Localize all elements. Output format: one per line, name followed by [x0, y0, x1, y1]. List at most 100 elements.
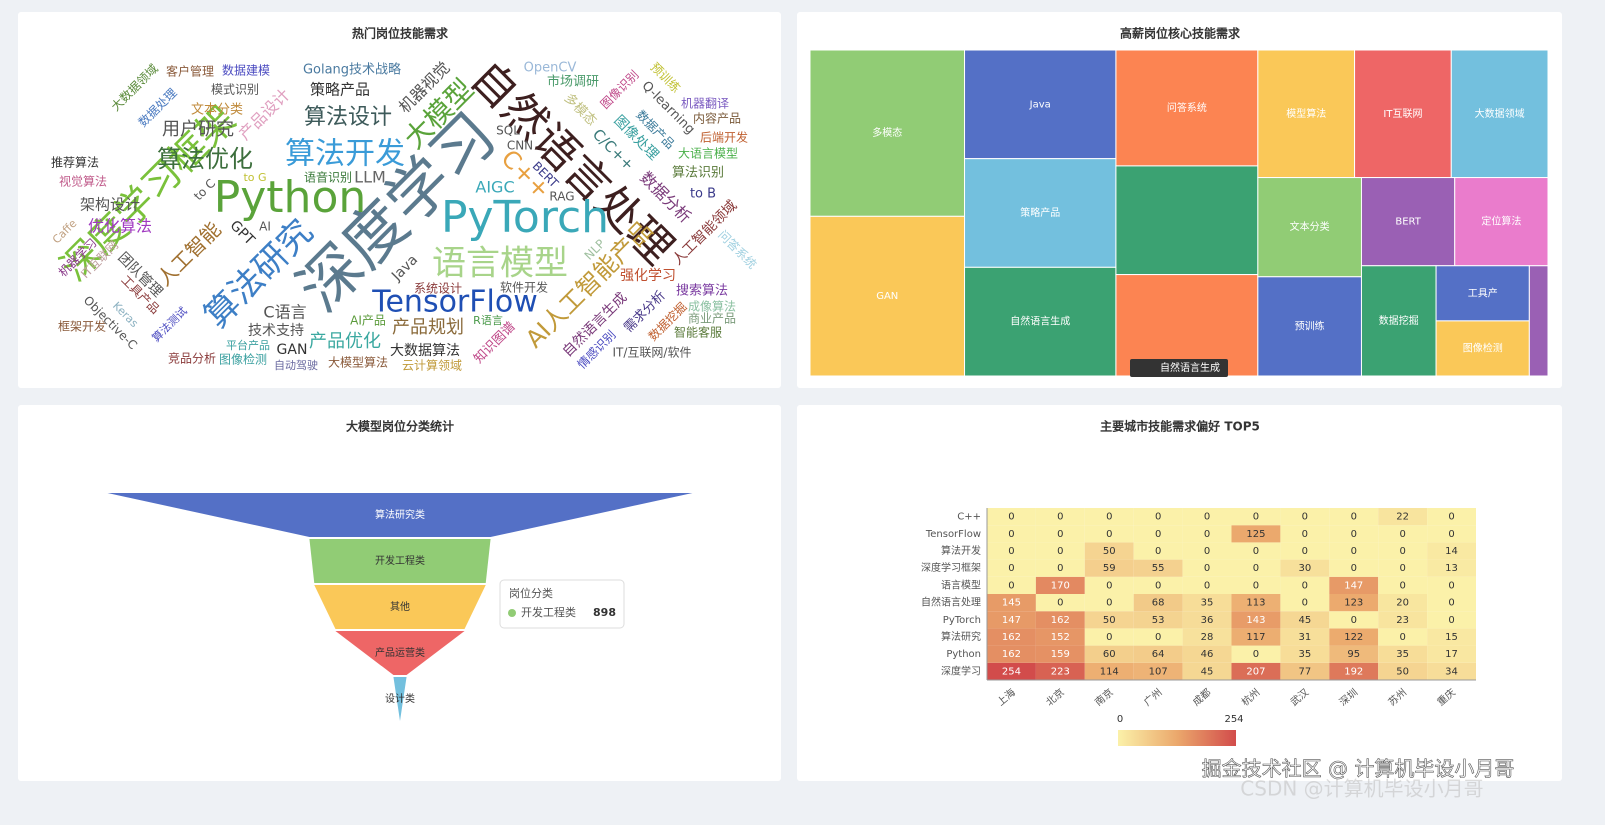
treemap-label: 工具产 [1468, 286, 1498, 299]
cell-label: 50 [1103, 615, 1116, 626]
cell-label: 77 [1298, 666, 1311, 677]
heat-cell [1182, 628, 1232, 646]
heat-cell [1084, 611, 1134, 629]
treemap-cell [1257, 49, 1356, 179]
heat-cell [1084, 645, 1134, 663]
heat-cell [1035, 645, 1085, 663]
heat-cell [1084, 559, 1134, 577]
heat-cell [1182, 645, 1232, 663]
visualmap-min: 0 [1117, 714, 1123, 725]
cell-label: 50 [1103, 546, 1116, 557]
cell-label: 0 [1106, 632, 1112, 643]
cell-label: 113 [1246, 598, 1265, 609]
cell-label: 0 [1351, 546, 1357, 557]
cell-label: 0 [1253, 649, 1259, 660]
visualmap-bar [1118, 730, 1236, 746]
word: 智能客服 [674, 325, 722, 340]
cell-label: 162 [1051, 615, 1070, 626]
heat-cell [1182, 508, 1232, 526]
heat-cell [1427, 525, 1476, 543]
word: TensorFlow [371, 285, 538, 320]
heat-cell [1329, 594, 1379, 612]
heat-cell [1378, 508, 1428, 526]
treemap-label: BERT [1395, 217, 1421, 228]
cell-label: 0 [1204, 563, 1210, 574]
heat-cell [1035, 628, 1085, 646]
visualmap-max: 254 [1224, 714, 1243, 725]
heat-cell [1231, 662, 1281, 680]
word: 大数据算法 [390, 343, 460, 359]
cell-label: 35 [1298, 649, 1311, 660]
cell-label: 0 [1302, 580, 1308, 591]
word: Golang技术战略 [303, 62, 401, 78]
cell-label: 170 [1051, 580, 1070, 591]
heat-cell [1378, 662, 1428, 680]
heat-cell [1182, 525, 1232, 543]
word: Python [214, 172, 367, 223]
heat-cell [1231, 542, 1281, 560]
treemap-cell [1257, 177, 1362, 278]
word: 算法开发 [285, 137, 405, 172]
tooltip-title: 岗位分类 [509, 586, 553, 600]
word: 搜索算法 [676, 284, 728, 299]
tooltip [499, 579, 625, 629]
heat-cell [1035, 525, 1085, 543]
cell-label: 123 [1344, 598, 1363, 609]
cell-label: 0 [1008, 546, 1014, 557]
breadcrumb-bg [1130, 359, 1228, 377]
heat-cell [987, 525, 1036, 543]
cell-label: 0 [1448, 580, 1454, 591]
word: AIGC [475, 178, 514, 197]
y-tick-label: 算法开发 [941, 544, 981, 557]
heat-cell [1231, 508, 1281, 526]
heat-cell [1231, 525, 1281, 543]
cell-label: 0 [1253, 563, 1259, 574]
heat-cell [987, 576, 1036, 594]
heat-cell [1427, 611, 1476, 629]
cell-label: 0 [1351, 512, 1357, 523]
cell-label: 0 [1155, 632, 1161, 643]
heat-cell [1329, 559, 1379, 577]
cell-label: 0 [1008, 563, 1014, 574]
word: C语言 [263, 303, 306, 322]
word: AI产品 [350, 314, 386, 328]
treemap-label: 预训练 [1295, 319, 1325, 332]
word: 市场调研 [547, 74, 599, 90]
cell-label: 0 [1106, 529, 1112, 540]
treemap-label: 文本分类 [1290, 220, 1330, 233]
cell-label: 35 [1201, 598, 1214, 609]
word: 图像检测 [219, 352, 267, 367]
cell-label: 0 [1399, 632, 1405, 643]
cell-label: 0 [1351, 529, 1357, 540]
treemap-cell [1360, 265, 1437, 377]
cell-label: 0 [1155, 512, 1161, 523]
heat-cell [1035, 594, 1085, 612]
heat-cell [1231, 645, 1281, 663]
y-tick-label: 语言模型 [941, 578, 981, 591]
cell-label: 0 [1399, 563, 1405, 574]
funnel-segment [393, 677, 407, 721]
word: 模式识别 [211, 83, 259, 97]
heat-cell [987, 662, 1036, 680]
heat-cell [1280, 576, 1330, 594]
cell-label: 0 [1057, 512, 1063, 523]
funnel-label: 产品运营类 [375, 646, 425, 659]
treemap-cell [1257, 276, 1362, 377]
cell-label: 0 [1351, 615, 1357, 626]
cell-label: 13 [1445, 563, 1458, 574]
heat-cell [1231, 559, 1281, 577]
word: 后端开发 [700, 130, 748, 145]
treemap-label: 大数据领域 [1475, 107, 1525, 120]
heat-cell [1084, 576, 1134, 594]
y-tick-label: 深度学习框架 [921, 561, 981, 574]
cell-label: 162 [1002, 632, 1021, 643]
heat-cell [987, 628, 1036, 646]
treemap-label: 自然语言生成 [1010, 315, 1070, 328]
cell-label: 0 [1155, 546, 1161, 557]
treemap-label: Java [1029, 99, 1051, 110]
heat-cell [1329, 525, 1379, 543]
funnel-segment [309, 539, 491, 583]
word: 视觉算法 [59, 174, 107, 189]
word: 商业产品 [688, 311, 736, 326]
cell-label: 30 [1298, 563, 1311, 574]
